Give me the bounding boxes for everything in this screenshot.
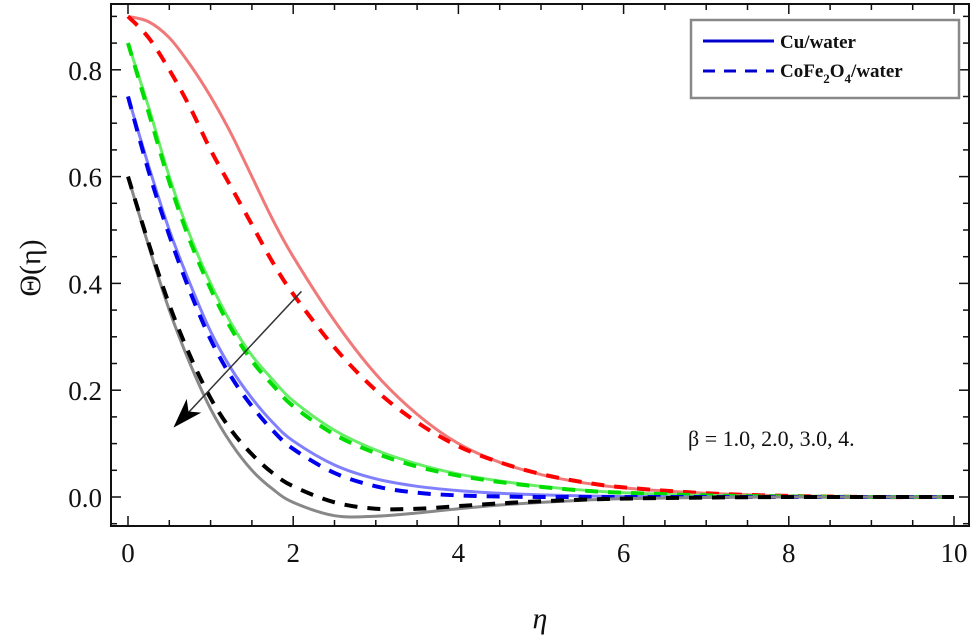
x-tick-label: 8 [782,538,796,568]
y-tick-label: 0.6 [68,163,102,193]
x-tick-label: 0 [121,538,135,568]
x-tick-label: 10 [941,538,968,568]
increasing-beta-arrow-icon [173,290,303,428]
legend: Cu/water CoFe2O4/water [689,18,961,100]
y-tick-labels: 0.0 0.2 0.4 0.6 0.8 [68,56,102,513]
plot-curves [126,14,955,519]
series-line [126,14,955,500]
y-tick-label: 0.2 [68,376,102,406]
legend-label-cu-water: Cu/water [780,32,857,53]
y-tick-label: 0.0 [68,483,102,513]
x-tick-label: 2 [286,538,300,568]
legend-box [689,18,961,100]
plot-frame [110,3,970,527]
x-axis-label: η [533,602,548,635]
y-tick-label: 0.4 [68,269,102,299]
x-tick-labels: 0 2 4 6 8 10 [121,538,967,568]
y-axis-label: Θ(η) [14,239,47,296]
series-line [126,176,955,512]
series-line [126,176,955,519]
y-tick-label: 0.8 [68,56,102,86]
beta-annotation: β = 1.0, 2.0, 3.0, 4. [688,426,855,451]
legend-label-cofe2o4-water: CoFe2O4/water [780,61,903,86]
x-tick-label: 6 [617,538,631,568]
x-tick-label: 4 [452,538,466,568]
axis-ticks [111,4,969,526]
